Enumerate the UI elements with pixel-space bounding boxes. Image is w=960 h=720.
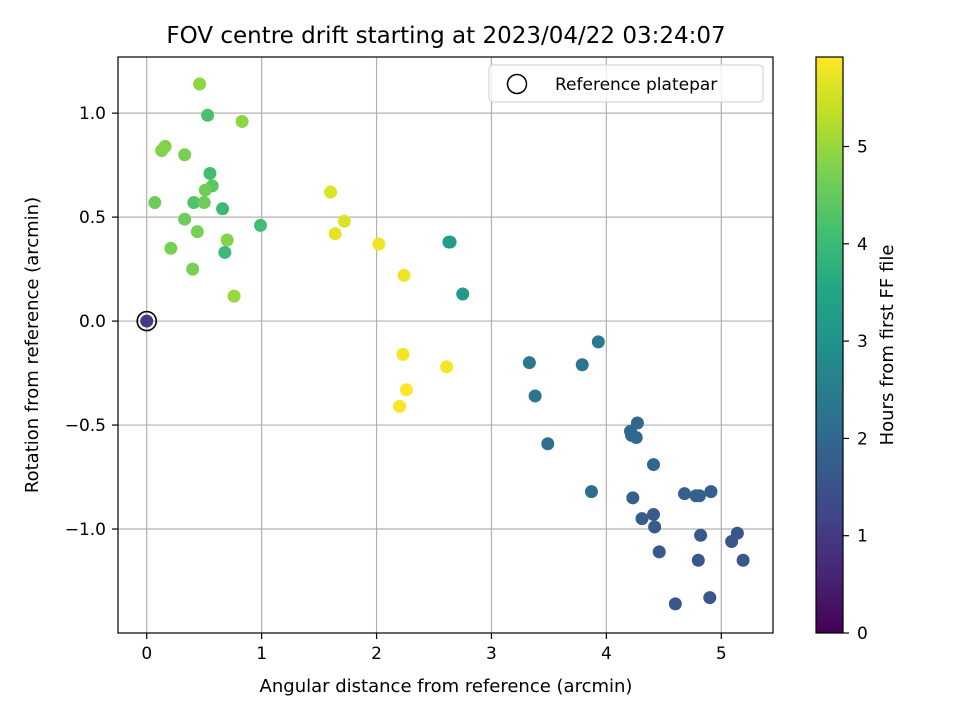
scatter-point — [397, 268, 411, 282]
y-tick-label: 1.0 — [79, 104, 106, 124]
scatter-point — [703, 591, 717, 605]
scatter-point — [324, 185, 338, 199]
y-tick-label: −0.5 — [65, 416, 106, 436]
legend-box — [488, 64, 764, 103]
scatter-point — [668, 597, 682, 611]
scatter-point — [337, 214, 351, 228]
data-points — [140, 77, 750, 611]
x-tick-label: 5 — [716, 644, 727, 664]
scatter-point — [626, 491, 640, 505]
scatter-point — [372, 237, 386, 251]
plot-background — [118, 57, 773, 633]
scatter-point — [216, 202, 230, 216]
scatter-point — [541, 437, 555, 451]
scatter-point — [148, 196, 162, 210]
scatter-point — [691, 553, 705, 567]
colorbar-label: Hours from first FF file — [877, 245, 898, 446]
colorbar-tick-label: 1 — [857, 527, 868, 547]
scatter-point — [584, 485, 598, 499]
scatter-point — [730, 526, 744, 540]
reference-platepar-marker — [136, 310, 158, 332]
scatter-point — [396, 347, 410, 361]
scatter-point — [164, 241, 178, 255]
scatter-point — [186, 262, 200, 276]
y-tick-label: −1.0 — [65, 520, 106, 540]
scatter-point — [178, 148, 192, 162]
scatter-point — [646, 507, 660, 521]
legend: Reference platepar — [488, 64, 764, 103]
colorbar-gradient — [815, 56, 844, 634]
scatter-point — [648, 520, 662, 534]
x-tick-label: 3 — [486, 644, 497, 664]
colorbar-tick-label: 2 — [857, 429, 868, 449]
scatter-point — [591, 335, 605, 349]
scatter-point — [399, 383, 413, 397]
scatter-point — [235, 114, 249, 128]
scatter-point — [218, 245, 232, 259]
scatter-point — [646, 458, 660, 472]
x-tick-label: 1 — [256, 644, 267, 664]
scatter-point — [630, 416, 644, 430]
x-tick-label: 0 — [141, 644, 152, 664]
x-axis: 0 1 2 3 4 5 — [141, 633, 727, 664]
scatter-point — [201, 108, 215, 122]
colorbar-tick-label: 4 — [857, 235, 868, 255]
scatter-point — [203, 166, 217, 180]
scatter-point — [689, 489, 703, 503]
plot-frame — [117, 56, 774, 634]
y-tick-label: 0.5 — [79, 208, 106, 228]
y-axis-label: Rotation from reference (arcmin) — [22, 197, 43, 493]
reference-marker-layer — [136, 310, 158, 332]
grid-lines — [118, 57, 773, 633]
colorbar-tick-label: 5 — [857, 138, 868, 158]
scatter-point — [522, 356, 536, 370]
scatter-point — [193, 77, 207, 91]
chart-title: FOV centre drift starting at 2023/04/22 … — [166, 23, 725, 49]
scatter-point — [198, 183, 212, 197]
x-tick-label: 4 — [601, 644, 612, 664]
scatter-point — [197, 196, 211, 210]
scatter-point — [652, 545, 666, 559]
legend-entry-reference: Reference platepar — [555, 75, 717, 95]
scatter-point — [736, 553, 750, 567]
legend-reference-marker — [506, 73, 528, 95]
colorbar: 0 1 2 3 4 5 Hours from first FF file — [815, 56, 898, 644]
scatter-point — [440, 360, 454, 374]
x-tick-label: 2 — [371, 644, 382, 664]
scatter-point — [528, 389, 542, 403]
plot-area — [117, 56, 774, 634]
scatter-point — [704, 485, 718, 499]
scatter-point — [158, 139, 172, 153]
scatter-point — [178, 212, 192, 226]
scatter-point — [456, 287, 470, 301]
colorbar-tick-label: 0 — [857, 624, 868, 644]
scatter-point — [393, 399, 407, 413]
scatter-point — [678, 487, 692, 501]
scatter-point — [443, 235, 457, 249]
y-tick-label: 0.0 — [79, 312, 106, 332]
scatter-point — [694, 528, 708, 542]
scatter-point — [635, 512, 649, 526]
scatter-point — [575, 358, 589, 372]
scatter-point — [253, 218, 267, 232]
colorbar-tick-label: 3 — [857, 332, 868, 352]
y-axis: −1.0 −0.5 0.0 0.5 1.0 — [65, 104, 118, 540]
colorbar-ticks: 0 1 2 3 4 5 — [843, 138, 868, 644]
scatter-point — [227, 289, 241, 303]
scatter-point — [187, 196, 201, 210]
scatter-point — [328, 227, 342, 241]
scatter-point — [140, 314, 154, 328]
scatter-point — [220, 233, 234, 247]
scatter-point — [190, 225, 204, 239]
x-axis-label: Angular distance from reference (arcmin) — [260, 676, 633, 697]
